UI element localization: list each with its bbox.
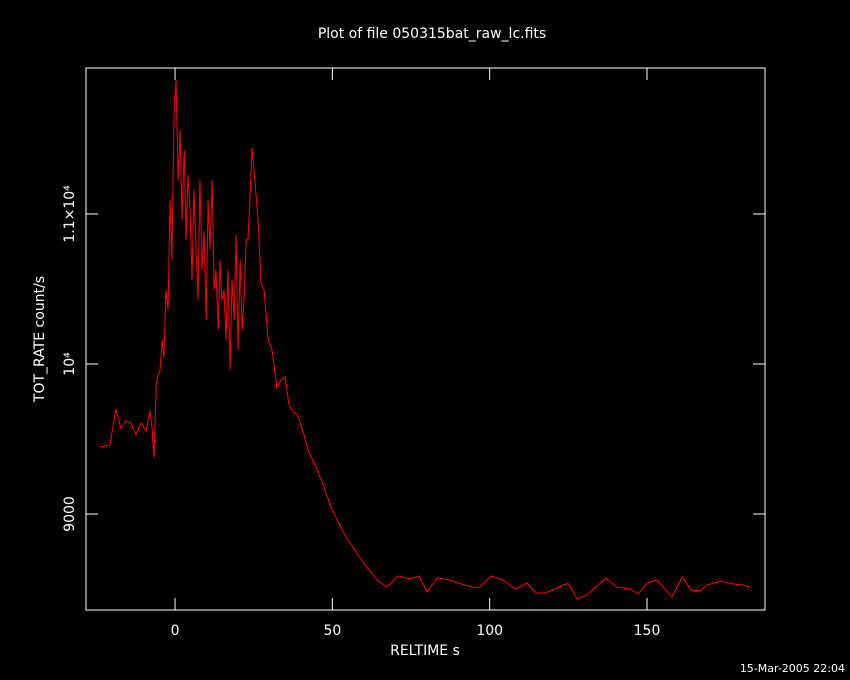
x-axis-label: RELTIME s	[390, 643, 460, 659]
y-tick-label: 10⁴	[62, 352, 78, 376]
x-tick-label: 50	[323, 623, 341, 639]
y-tick-label: 1.1×10⁴	[62, 185, 78, 243]
x-tick-label: 100	[476, 623, 503, 639]
chart-title: Plot of file 050315bat_raw_lc.fits	[318, 26, 546, 42]
footer: 15-Mar-2005 22:04	[740, 662, 845, 675]
x-tick-label: 150	[634, 623, 661, 639]
y-tick-label: 9000	[62, 496, 78, 532]
y-axis-label: TOT_RATE count/s	[32, 276, 48, 403]
plot-frame	[85, 67, 766, 611]
x-tick-label: 0	[171, 623, 180, 639]
data-line	[100, 79, 751, 600]
